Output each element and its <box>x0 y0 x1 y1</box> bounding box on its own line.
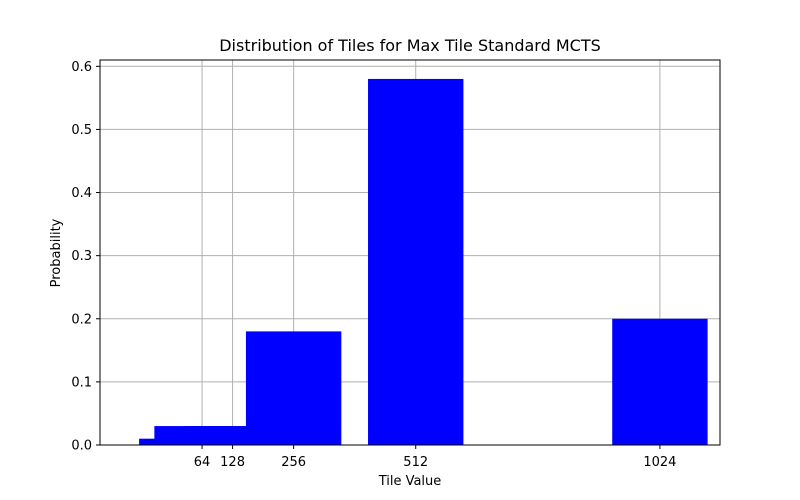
y-tick-label: 0.2 <box>71 312 92 327</box>
y-tick-label: 0.6 <box>71 60 92 75</box>
y-axis-label: Probability <box>49 218 64 287</box>
x-tick-label: 256 <box>281 455 306 470</box>
y-tick-label: 0.0 <box>71 439 92 454</box>
bar-1024 <box>612 318 708 445</box>
y-tick-label: 0.3 <box>71 249 92 264</box>
x-tick-label: 64 <box>194 455 211 470</box>
x-tick-label: 512 <box>403 455 428 470</box>
bars <box>139 78 708 446</box>
x-axis-label: Tile Value <box>378 474 442 489</box>
y-axis-ticks: 0.0 0.1 0.2 0.3 0.4 0.5 0.6 <box>71 60 100 454</box>
bar-512 <box>368 78 464 446</box>
x-tick-label: 128 <box>220 455 245 470</box>
plot-frame <box>99 59 721 446</box>
bar-256 <box>245 331 342 445</box>
y-tick-label: 0.5 <box>71 123 92 138</box>
x-axis-ticks: 64 128 256 512 1024 <box>194 445 676 470</box>
y-tick-label: 0.1 <box>71 375 92 390</box>
y-tick-label: 0.4 <box>71 186 92 201</box>
chart-title: Distribution of Tiles for Max Tile Stand… <box>219 36 601 55</box>
x-tick-label: 1024 <box>643 455 676 470</box>
